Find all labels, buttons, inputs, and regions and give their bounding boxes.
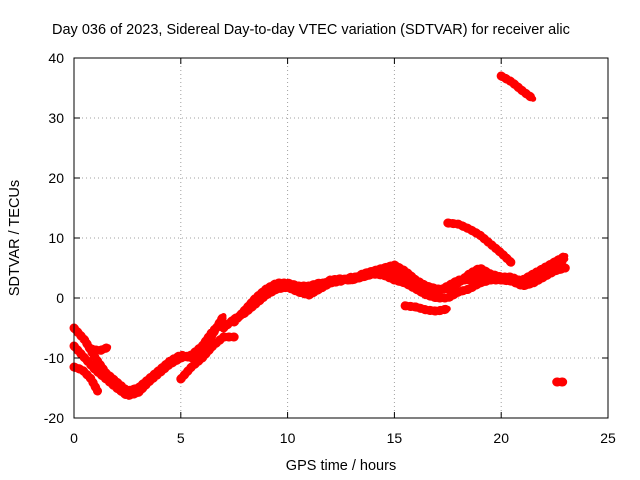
y-tick-labels: -20 -10 0 10 20 30 40 <box>44 50 64 426</box>
series-track-e-markers <box>176 332 239 384</box>
x-tick-label: 0 <box>70 430 78 446</box>
x-tick-label: 15 <box>387 430 403 446</box>
series-track-j-markers <box>443 218 517 268</box>
x-tick-label: 20 <box>493 430 509 446</box>
x-axis-label: GPS time / hours <box>286 458 396 474</box>
y-tick-label: -10 <box>44 350 64 366</box>
y-tick-label: 0 <box>56 290 64 306</box>
x-tick-label: 10 <box>280 430 296 446</box>
x-tick-label: 5 <box>177 430 185 446</box>
y-axis-label: SDTVAR / TECUs <box>7 180 23 296</box>
series-track-i-markers <box>400 301 453 316</box>
series-track-d-markers <box>86 342 113 356</box>
y-tick-label: 30 <box>48 110 64 126</box>
series-track-k-markers <box>496 71 538 104</box>
y-tick-label: -20 <box>44 410 64 426</box>
axis-ticks <box>73 57 609 419</box>
chart-title: Day 036 of 2023, Sidereal Day-to-day VTE… <box>52 22 570 38</box>
x-tick-labels: 0 5 10 15 20 25 <box>70 430 616 446</box>
series-track-b-markers <box>69 317 228 401</box>
y-tick-label: 20 <box>48 170 64 186</box>
y-tick-label: 10 <box>48 230 64 246</box>
grid-lines <box>74 58 608 418</box>
y-tick-label: 40 <box>48 50 64 66</box>
x-tick-label: 25 <box>600 430 616 446</box>
data-series <box>69 71 570 401</box>
series-track-h-markers <box>272 251 570 297</box>
series-track-c-markers <box>69 362 102 396</box>
